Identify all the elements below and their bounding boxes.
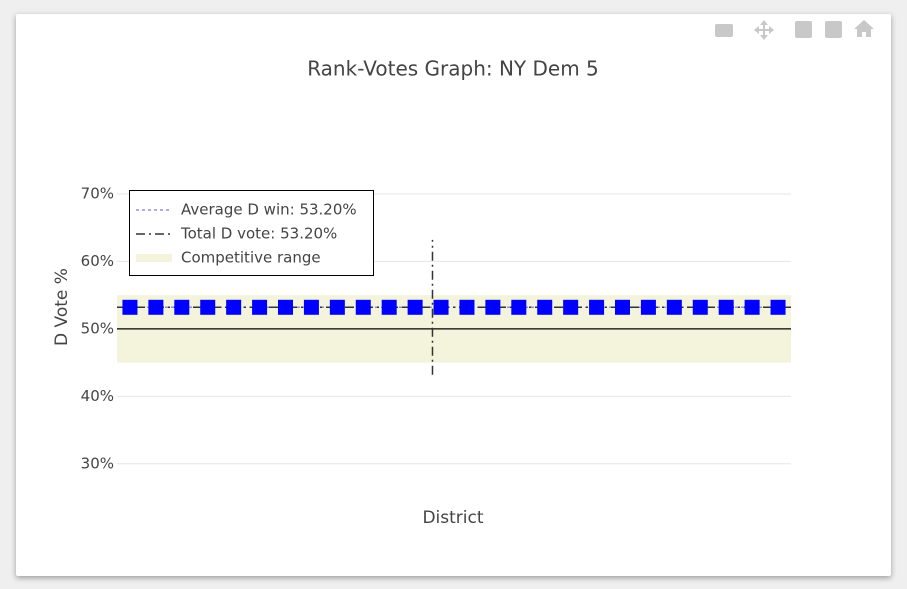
point bbox=[303, 299, 319, 315]
x-axis-label: District bbox=[422, 508, 483, 528]
zoom-in-icon[interactable] bbox=[795, 21, 812, 38]
home-icon[interactable] bbox=[854, 20, 874, 37]
point bbox=[381, 299, 397, 315]
point bbox=[511, 299, 527, 315]
point bbox=[718, 299, 734, 315]
legend-label: Average D win: 53.20% bbox=[181, 201, 357, 219]
y-axis-label: D Vote % bbox=[52, 268, 72, 346]
legend: Average D win: 53.20% Total D vote: 53.20… bbox=[129, 190, 374, 276]
legend-swatch bbox=[136, 254, 172, 262]
point bbox=[174, 299, 190, 315]
chart-card bbox=[16, 14, 891, 576]
point bbox=[278, 299, 293, 315]
point bbox=[407, 299, 423, 315]
point bbox=[200, 299, 216, 315]
camera-icon[interactable] bbox=[715, 24, 733, 37]
point bbox=[226, 299, 242, 315]
point bbox=[355, 299, 371, 315]
point bbox=[122, 299, 138, 315]
point bbox=[329, 299, 345, 315]
y-tick-label: 60% bbox=[81, 252, 114, 270]
point bbox=[433, 299, 449, 315]
point bbox=[770, 299, 786, 315]
chart-title: Rank-Votes Graph: NY Dem 5 bbox=[307, 57, 599, 81]
point bbox=[148, 299, 164, 315]
point bbox=[666, 299, 682, 315]
legend-label: Competitive range bbox=[181, 249, 321, 267]
zoom-out-icon[interactable] bbox=[825, 21, 842, 38]
point bbox=[485, 299, 501, 315]
point bbox=[537, 299, 553, 315]
point bbox=[615, 299, 630, 315]
point bbox=[692, 299, 708, 315]
point bbox=[252, 299, 268, 315]
pan-icon[interactable] bbox=[754, 20, 774, 40]
y-tick-label: 40% bbox=[81, 387, 114, 405]
legend-label: Total D vote: 53.20% bbox=[180, 225, 337, 243]
point bbox=[563, 299, 579, 315]
y-tick-label: 70% bbox=[81, 184, 114, 202]
point bbox=[589, 299, 605, 315]
point bbox=[459, 299, 475, 315]
y-tick-label: 50% bbox=[81, 319, 114, 337]
point bbox=[640, 299, 656, 315]
modebar[interactable] bbox=[715, 20, 874, 40]
y-tick-label: 30% bbox=[81, 454, 114, 472]
point bbox=[744, 299, 760, 315]
